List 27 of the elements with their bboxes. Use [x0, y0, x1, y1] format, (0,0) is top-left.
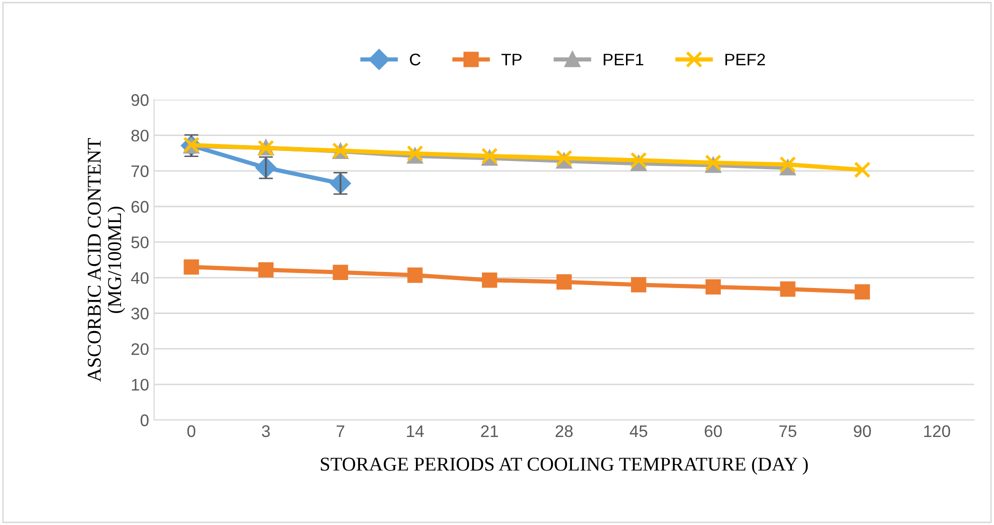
x-tick-label: 28 [556, 425, 573, 438]
x-tick-label: 60 [704, 425, 722, 438]
x-tick-label: 0 [187, 425, 196, 438]
y-tick-label: 60 [132, 200, 149, 213]
x-tick-label: 120 [924, 425, 950, 438]
y-axis-title: ASCORBIC ACID CONTENT (MG/100ML) [88, 138, 126, 382]
x-tick-label: 21 [481, 425, 498, 437]
y-tick-label: 90 [131, 94, 149, 106]
legend-label: C [410, 54, 420, 66]
legend-label: PEF2 [725, 54, 765, 66]
x-tick-label: 14 [407, 425, 424, 437]
y-tick-label: 40 [131, 272, 149, 284]
legend-label: TP [501, 54, 522, 66]
y-tick-label: 50 [131, 236, 149, 248]
x-axis-title: STORAGE PERIODS AT COOLING TEMPRATURE (DAY ) [320, 457, 808, 475]
x-tick-label: 3 [262, 425, 270, 438]
x-tick-label: 45 [630, 425, 648, 438]
y-tick-label: 0 [140, 414, 149, 426]
y-tick-label: 70 [132, 165, 149, 178]
x-tick-label: 75 [779, 425, 796, 438]
x-tick-label: 90 [854, 425, 871, 438]
y-tick-label: 80 [131, 130, 149, 142]
y-tick-label: 10 [132, 378, 149, 391]
legend-label: PEF1 [604, 54, 644, 66]
y-tick-label: 30 [131, 308, 149, 320]
y-tick-label: 20 [132, 343, 149, 356]
x-tick-label: 7 [336, 425, 344, 437]
